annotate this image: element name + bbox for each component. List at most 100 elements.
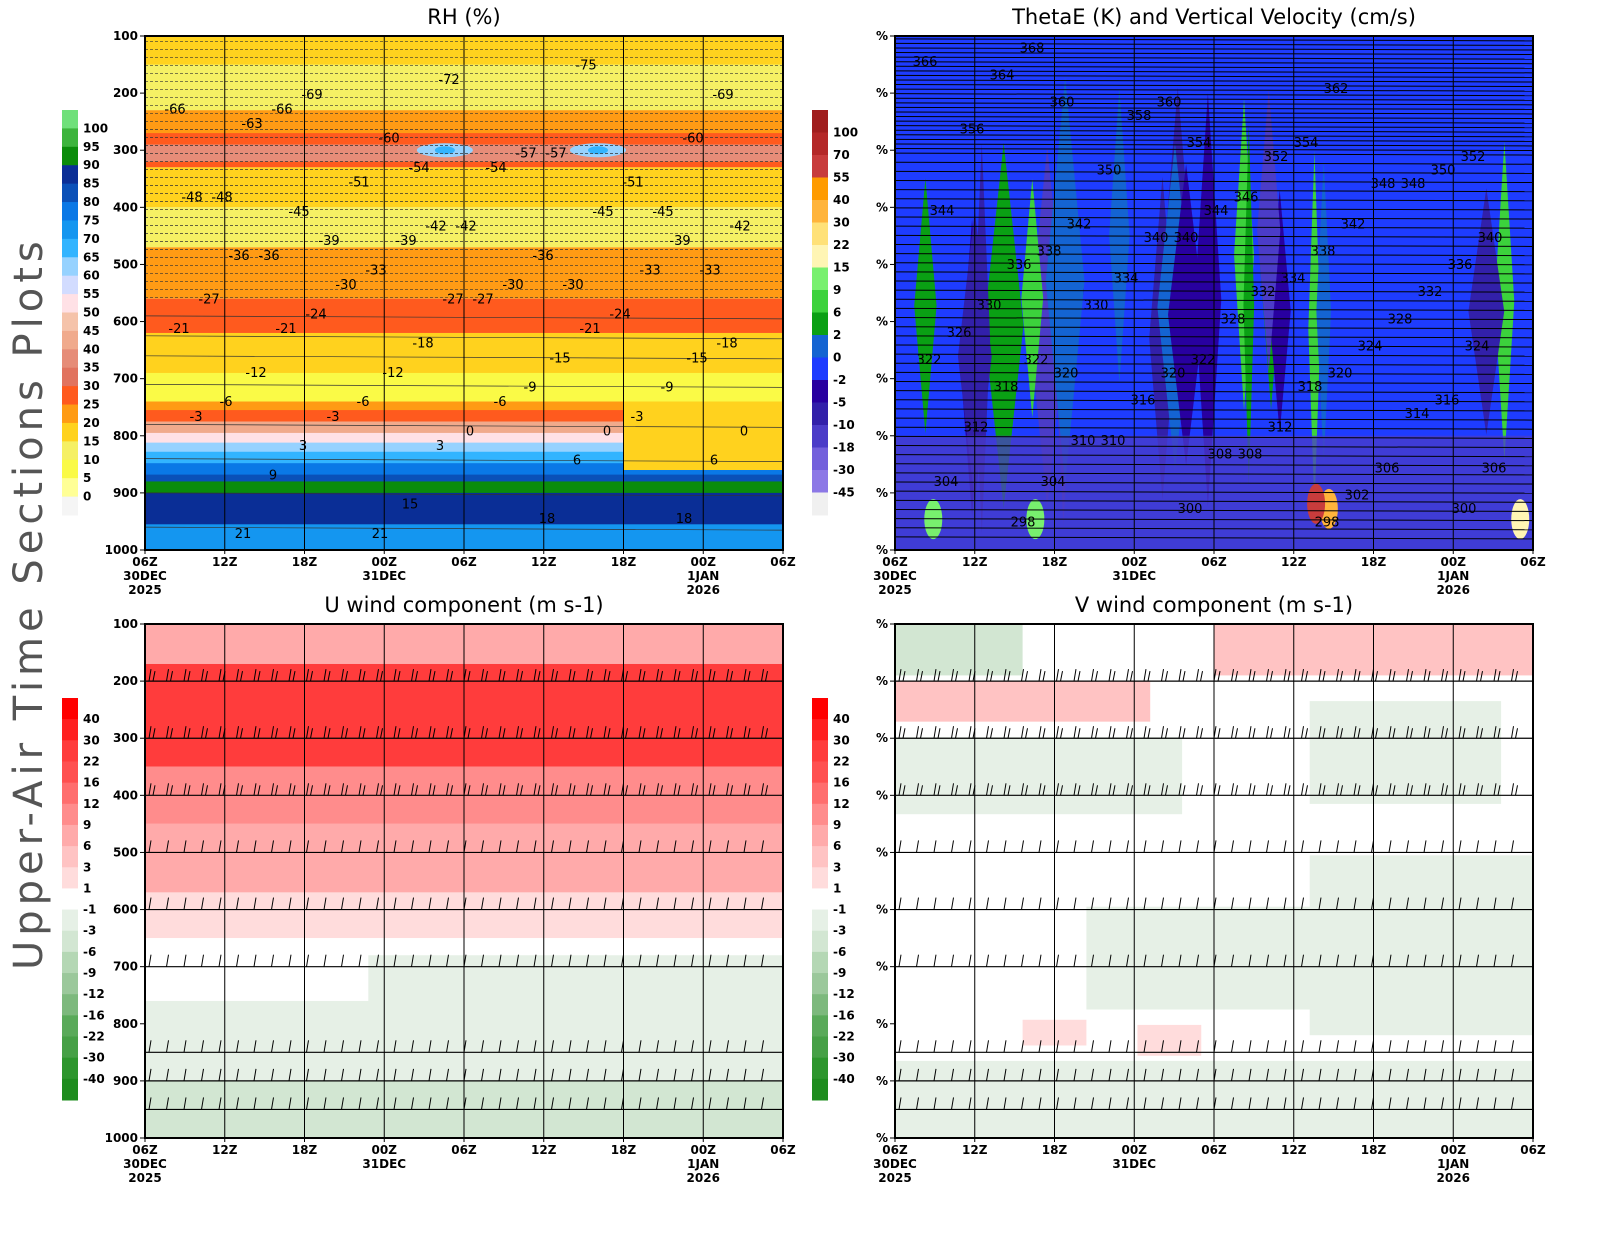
vwind-wind-barb: [968, 1068, 972, 1081]
uwind-wind-barb: [761, 624, 763, 625]
vwind-wind-barb: [1143, 840, 1147, 853]
rh-colorbar-swatch: [62, 146, 78, 166]
vwind-wind-barb: [1248, 783, 1252, 796]
thetae-colorbar-swatch: [812, 132, 828, 156]
uwind-wind-barb: [638, 897, 642, 910]
vwind-wind-barb: [1458, 726, 1462, 739]
vwind-wind-barb: [1392, 785, 1396, 796]
vwind-wind-barb: [1200, 785, 1203, 796]
vwind-wind-barb: [1056, 1068, 1059, 1081]
rh-y-tick-label: 200: [113, 86, 138, 100]
vwind-wind-barb: [1318, 1097, 1322, 1110]
uwind-wind-barb: [551, 954, 554, 967]
uwind-wind-barb: [712, 728, 716, 739]
uwind-wind-barb: [516, 783, 519, 796]
uwind-wind-barb: [516, 1040, 519, 1053]
uwind-wind-barb: [656, 840, 659, 853]
rh-x-tick-label: 06Z: [132, 555, 158, 569]
vwind-wind-barb: [1458, 897, 1462, 910]
uwind-wind-barb: [708, 840, 712, 853]
vwind-wind-barb: [1003, 954, 1007, 967]
uwind-wind-barb: [393, 897, 397, 910]
uwind-wind-barb: [218, 1040, 222, 1053]
vwind-wind-barb: [1318, 1068, 1322, 1081]
vwind-wind-barb: [1427, 728, 1431, 739]
uwind-wind-barb: [572, 728, 576, 739]
vwind-wind-barb: [1073, 1097, 1077, 1110]
rh-colorbar-swatch: [62, 441, 78, 461]
vwind-wind-barb: [1248, 1040, 1252, 1053]
thetae-contour-label: 300: [1178, 502, 1203, 517]
vwind-wind-barb: [1182, 785, 1186, 796]
uwind-wind-barb: [376, 1040, 379, 1053]
thetae-contour-label: 298: [1315, 515, 1340, 530]
vwind-wind-barb: [1515, 671, 1518, 682]
vwind-date-label: 1JAN: [1437, 1157, 1469, 1171]
vwind-wind-barb: [986, 1097, 989, 1110]
vwind-wind-barb: [1406, 897, 1409, 910]
uwind-wind-barb: [341, 783, 344, 796]
rh-contour-label: -33: [699, 263, 720, 278]
vwind-wind-barb: [1357, 671, 1361, 682]
vwind-wind-barb: [1283, 954, 1287, 967]
thetae-y-tick-label: %: [876, 29, 888, 43]
vwind-wind-barb: [1266, 954, 1269, 967]
uwind-wind-barb: [166, 624, 168, 625]
vwind-x-tick-label: 06Z: [882, 1143, 908, 1157]
rh-contour-label: -39: [669, 234, 690, 249]
vwind-wind-barb: [1353, 840, 1357, 853]
vwind-wind-barb: [1235, 671, 1238, 682]
uwind-wind-barb: [638, 1040, 642, 1053]
uwind-wind-barb: [327, 671, 331, 682]
rh-colorbar-label: 15: [83, 434, 100, 448]
vwind-wind-barb: [1480, 785, 1483, 796]
vwind-wind-barb: [1196, 783, 1199, 796]
uwind-wind-barb: [218, 669, 222, 682]
vwind-wind-barb: [1143, 726, 1147, 739]
vwind-wind-barb: [898, 840, 902, 853]
vwind-wind-barb: [1406, 624, 1408, 625]
vwind-wind-barb: [990, 728, 993, 739]
uwind-colorbar-swatch: [62, 1057, 78, 1080]
uwind-colorbar-label: 6: [83, 839, 91, 853]
vwind-wind-barb: [1073, 783, 1077, 796]
vwind-wind-barb: [1353, 1097, 1357, 1110]
uwind-x-tick-label: 06Z: [451, 1143, 477, 1157]
uwind-wind-barb: [761, 1040, 764, 1053]
vwind-wind-barb: [1423, 1040, 1427, 1053]
uwind-wind-barb: [166, 897, 169, 910]
vwind-wind-barb: [1305, 728, 1308, 739]
vwind-wind-barb: [1318, 897, 1322, 910]
uwind-colorbar-swatch: [62, 846, 78, 868]
uwind-wind-barb: [148, 1040, 152, 1053]
vwind-wind-barb: [1305, 671, 1308, 682]
uwind-wind-barb: [656, 897, 659, 910]
rh-contour-label: -12: [382, 366, 403, 381]
uwind-wind-barb: [310, 785, 313, 796]
vwind-wind-barb: [1441, 783, 1444, 796]
vwind-wind-barb: [1388, 669, 1392, 682]
vwind-wind-barb: [1301, 783, 1304, 796]
uwind-wind-barb: [236, 1040, 239, 1053]
uwind-wind-barb: [568, 1068, 572, 1081]
vwind-wind-barb: [1388, 897, 1392, 910]
uwind-wind-barb: [502, 671, 506, 682]
rh-frame: [144, 35, 784, 551]
rh-contour-label: -27: [472, 293, 493, 308]
uwind-wind-barb: [498, 1040, 502, 1053]
vwind-wind-barb: [1231, 840, 1234, 853]
rh-contour-label: 21: [235, 527, 252, 542]
uwind-wind-barb: [170, 728, 173, 739]
uwind-wind-barb: [638, 954, 642, 967]
uwind-wind-barb: [586, 726, 589, 739]
thetae-year-label: 2026: [1437, 583, 1470, 597]
thetae-contour-label: 324: [1465, 339, 1490, 354]
rh-colorbar-label: 50: [83, 306, 100, 320]
uwind-wind-barb: [603, 783, 607, 796]
uwind-wind-barb: [744, 624, 745, 625]
uwind-wind-barb: [467, 671, 471, 682]
uwind-wind-barb: [288, 954, 292, 967]
uwind-colorbar-label: 9: [83, 818, 91, 832]
thetae-colorbar-label: 100: [833, 126, 858, 140]
vwind-y-tick-label: %: [876, 731, 888, 745]
